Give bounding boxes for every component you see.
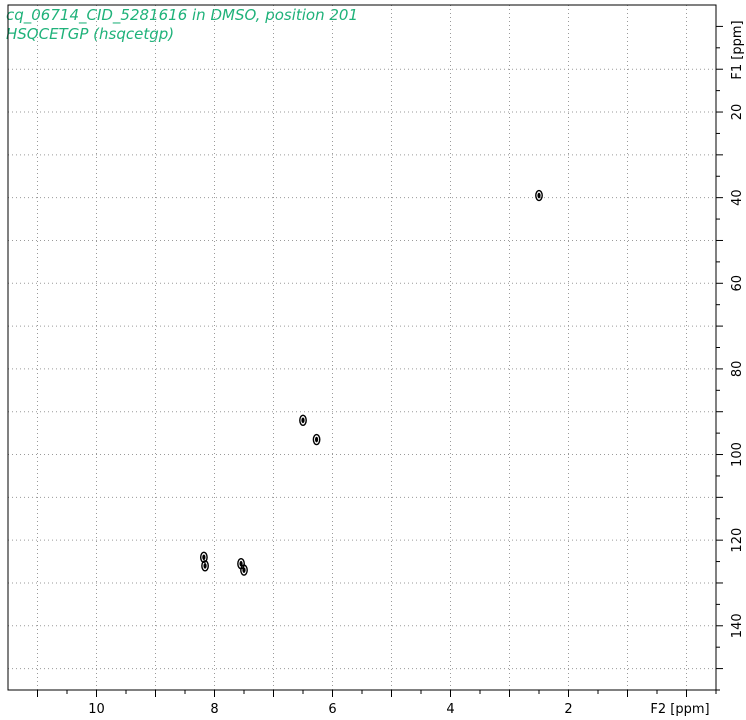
peak-contour-outer [201,560,209,572]
x-tick-label: 6 [328,702,336,717]
pulse-program-label: HSQCETGP (hsqcetgp) [6,25,175,43]
peak-contour-inner [203,563,207,569]
peak-contour-inner [242,567,246,573]
peak [535,189,543,202]
y-axis: 20 40 60 80 100 120 140 [716,25,745,691]
plot-frame [7,4,717,691]
grid-lines [8,5,716,690]
x-tick-label: 4 [446,702,454,717]
peak-contour-inner [239,560,243,567]
peak [312,433,321,446]
x-axis: 10 8 6 4 2 [37,690,717,717]
peak [299,414,307,426]
plot-border [7,4,717,691]
y-tick-label: 80 [730,361,745,378]
peak-contour-inner [202,554,206,561]
x-tick-label: 2 [564,702,572,717]
peak-contour-outer [312,433,321,446]
peak-contour-outer [240,564,248,576]
y-axis-label: F1 [ppm] [730,20,745,79]
peak [201,560,209,572]
peak-contour-inner [301,417,305,424]
y-tick-label: 140 [730,613,745,638]
peak-contour-outer [299,414,307,426]
y-tick-label: 40 [730,189,745,206]
peaks [199,189,543,576]
x-tick-label: 8 [210,702,218,717]
peak-contour-inner [314,436,319,443]
x-tick-label: 10 [88,702,105,717]
y-tick-label: 60 [730,275,745,292]
peak-contour-outer [199,551,208,563]
y-tick-label: 20 [730,104,745,121]
peak-contour-inner [537,192,541,199]
y-tick-label: 120 [730,528,745,553]
peak [240,564,248,576]
y-tick-label: 100 [730,442,745,467]
x-axis-label: F2 [ppm] [650,702,709,717]
peak [199,551,208,563]
peak-contour-outer [535,189,543,202]
spectrum-title: cq_06714_CID_5281616 in DMSO, position 2… [6,6,359,24]
